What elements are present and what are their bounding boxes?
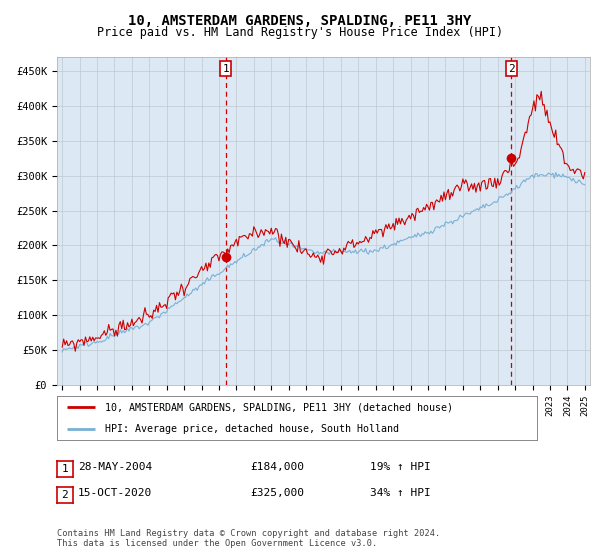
Text: 2: 2: [62, 490, 68, 500]
Text: 34% ↑ HPI: 34% ↑ HPI: [370, 488, 431, 498]
Text: 2: 2: [508, 64, 515, 73]
Text: 1: 1: [222, 64, 229, 73]
Text: 10, AMSTERDAM GARDENS, SPALDING, PE11 3HY: 10, AMSTERDAM GARDENS, SPALDING, PE11 3H…: [128, 14, 472, 28]
Text: 28-MAY-2004: 28-MAY-2004: [78, 462, 152, 472]
Text: 1: 1: [62, 464, 68, 474]
Text: £184,000: £184,000: [250, 462, 304, 472]
Text: 10, AMSTERDAM GARDENS, SPALDING, PE11 3HY (detached house): 10, AMSTERDAM GARDENS, SPALDING, PE11 3H…: [105, 402, 453, 412]
Text: £325,000: £325,000: [250, 488, 304, 498]
Text: 15-OCT-2020: 15-OCT-2020: [78, 488, 152, 498]
Text: 19% ↑ HPI: 19% ↑ HPI: [370, 462, 431, 472]
Text: Contains HM Land Registry data © Crown copyright and database right 2024.
This d: Contains HM Land Registry data © Crown c…: [57, 529, 440, 548]
Text: HPI: Average price, detached house, South Holland: HPI: Average price, detached house, Sout…: [105, 424, 399, 434]
Text: Price paid vs. HM Land Registry's House Price Index (HPI): Price paid vs. HM Land Registry's House …: [97, 26, 503, 39]
